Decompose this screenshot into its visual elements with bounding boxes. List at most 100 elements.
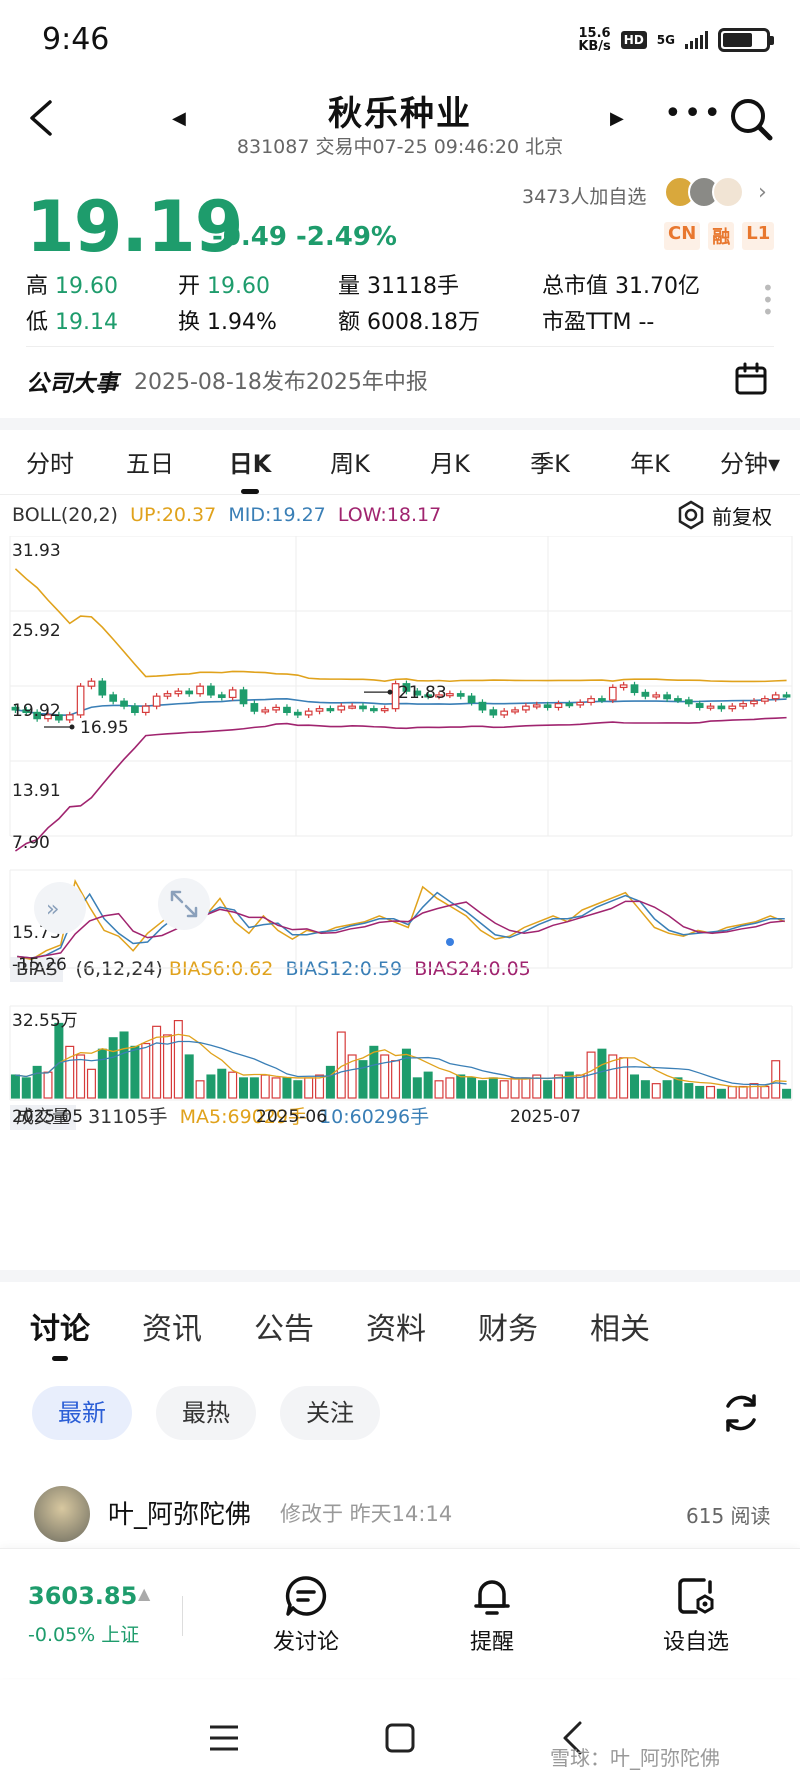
volume-bar [162, 1034, 172, 1099]
volume-bar [380, 1054, 390, 1099]
candle-body [478, 701, 487, 711]
candle-body [196, 685, 204, 695]
tab-related[interactable]: 相关 [590, 1312, 650, 1347]
volume-bar [271, 1077, 281, 1099]
remind-button[interactable]: 提醒 [432, 1574, 552, 1656]
tab-discussion[interactable]: 讨论 [30, 1304, 90, 1361]
chip-following[interactable]: 关注 [280, 1386, 380, 1440]
tab-finance[interactable]: 财务 [478, 1312, 538, 1347]
volume-bar [86, 1068, 96, 1099]
volume-indicator[interactable]: 成交量 31105手 MA5:69029手 10:60296手 [10, 1102, 429, 1130]
event-text[interactable]: 2025-08-18发布2025年中报 [134, 370, 428, 395]
tab-quarterly-k[interactable]: 季K [530, 450, 570, 478]
expand-left-icon[interactable]: » [34, 882, 86, 934]
fullscreen-icon[interactable] [158, 878, 210, 930]
tab-five-day[interactable]: 五日 [126, 450, 174, 478]
candle-body [782, 694, 791, 698]
home-icon[interactable] [384, 1722, 416, 1754]
battery-icon [718, 28, 774, 52]
volume-bar [184, 1054, 194, 1099]
bias-indicator[interactable]: BIAS (6,12,24) BIAS6:0.62 BIAS12:0.59 BI… [10, 957, 531, 982]
chip-hottest[interactable]: 最热 [156, 1386, 256, 1440]
volume-bar [401, 1048, 411, 1099]
candle-body [750, 700, 758, 705]
candle-body [174, 690, 183, 695]
post-discussion-button[interactable]: 发讨论 [246, 1574, 366, 1656]
volume-bar [423, 1071, 433, 1099]
volume-bar [651, 1083, 661, 1099]
volume-bar [97, 1048, 107, 1099]
post-author[interactable]: 叶_阿弥陀佛 [108, 1500, 252, 1530]
candle-body [391, 683, 400, 710]
volume-bar [304, 1077, 314, 1099]
boll-indicator[interactable]: BOLL(20,2) UP:20.37 MID:19.27 LOW:18.17 [12, 504, 442, 526]
search-icon[interactable] [728, 96, 774, 142]
tab-profile[interactable]: 资料 [366, 1312, 426, 1347]
candle-body [33, 711, 42, 720]
y-tick-label: 31.93 [12, 541, 61, 561]
index-value[interactable]: 3603.85 [28, 1582, 138, 1610]
gear-icon [678, 500, 704, 530]
tab-minute[interactable]: 分钟▾ [719, 450, 781, 478]
watcher-avatars[interactable] [664, 176, 744, 208]
tab-intraday[interactable]: 分时 [26, 450, 74, 478]
svg-text:»: » [46, 897, 59, 922]
avatar[interactable] [34, 1486, 90, 1542]
back-icon[interactable] [22, 96, 62, 140]
index-change[interactable]: -0.05% 上证 [28, 1624, 140, 1646]
calendar-icon[interactable] [734, 362, 768, 396]
volume-bar [260, 1074, 270, 1099]
tab-weekly-k[interactable]: 周K [330, 450, 370, 478]
menu-icon[interactable] [208, 1724, 240, 1752]
volume-bar [347, 1054, 357, 1099]
candle-body [207, 685, 215, 696]
volume-bar [21, 1077, 31, 1099]
bottom-action-bar [0, 1548, 800, 1678]
tab-news[interactable]: 资讯 [142, 1312, 202, 1347]
bias-min-label: -15.26 [12, 955, 67, 975]
tab-announcements[interactable]: 公告 [254, 1312, 314, 1347]
tab-yearly-k[interactable]: 年K [630, 450, 670, 478]
stat-low: 低 19.14 [26, 310, 118, 335]
stat-pe: 市盈TTM -- [542, 310, 655, 335]
prev-stock-icon[interactable]: ◀ [172, 108, 186, 129]
volume-ma5-line [15, 1033, 787, 1088]
volume-bar [488, 1077, 498, 1099]
refresh-icon[interactable] [720, 1392, 762, 1434]
adjust-restore-button[interactable]: 前复权 [676, 500, 772, 530]
tab-monthly-k[interactable]: 月K [430, 450, 470, 478]
volume-bar [315, 1074, 325, 1099]
more-stats-icon[interactable]: • • • [762, 276, 774, 324]
candle-body [522, 705, 530, 711]
kline-chart[interactable]: 31.9325.9219.9213.917.9015.73-15.2632.55… [0, 536, 800, 1266]
add-watchlist-button[interactable]: 设自选 [636, 1574, 756, 1656]
chart-grid [9, 536, 793, 1101]
volume-bar [477, 1080, 487, 1099]
caret-up-icon[interactable]: ▲ [138, 1584, 151, 1603]
stat-amount: 额 6008.18万 [338, 310, 480, 335]
volume-bar [727, 1085, 737, 1099]
status-bar: 9:46 15.6 KB/s HD 5G [0, 0, 800, 80]
volume-bar [65, 1045, 75, 1099]
candle-body [152, 695, 161, 707]
event-title: 公司大事 [26, 371, 118, 397]
candle-body [684, 699, 693, 705]
stock-badges: CN 融 L1 [664, 222, 775, 250]
next-stock-icon[interactable]: ▶ [610, 108, 624, 129]
candle-body [22, 709, 31, 714]
chip-latest[interactable]: 最新 [32, 1386, 132, 1440]
candle-body [402, 683, 411, 692]
post-reads: 615 阅读 [686, 1504, 771, 1528]
more-icon[interactable]: ••• [664, 96, 724, 131]
volume-ma10-line [15, 1040, 787, 1086]
volume-bar [564, 1071, 574, 1099]
candle-body [141, 705, 150, 714]
candle-body [456, 693, 465, 697]
chevron-right-icon[interactable]: › [758, 180, 767, 205]
back-nav-icon[interactable] [560, 1720, 584, 1756]
watchers-count[interactable]: 3473人加自选 [522, 186, 647, 208]
tab-daily-k[interactable]: 日K [200, 436, 300, 496]
volume-bar [521, 1077, 531, 1099]
bias6-line [17, 878, 786, 961]
candle-body [630, 684, 639, 694]
